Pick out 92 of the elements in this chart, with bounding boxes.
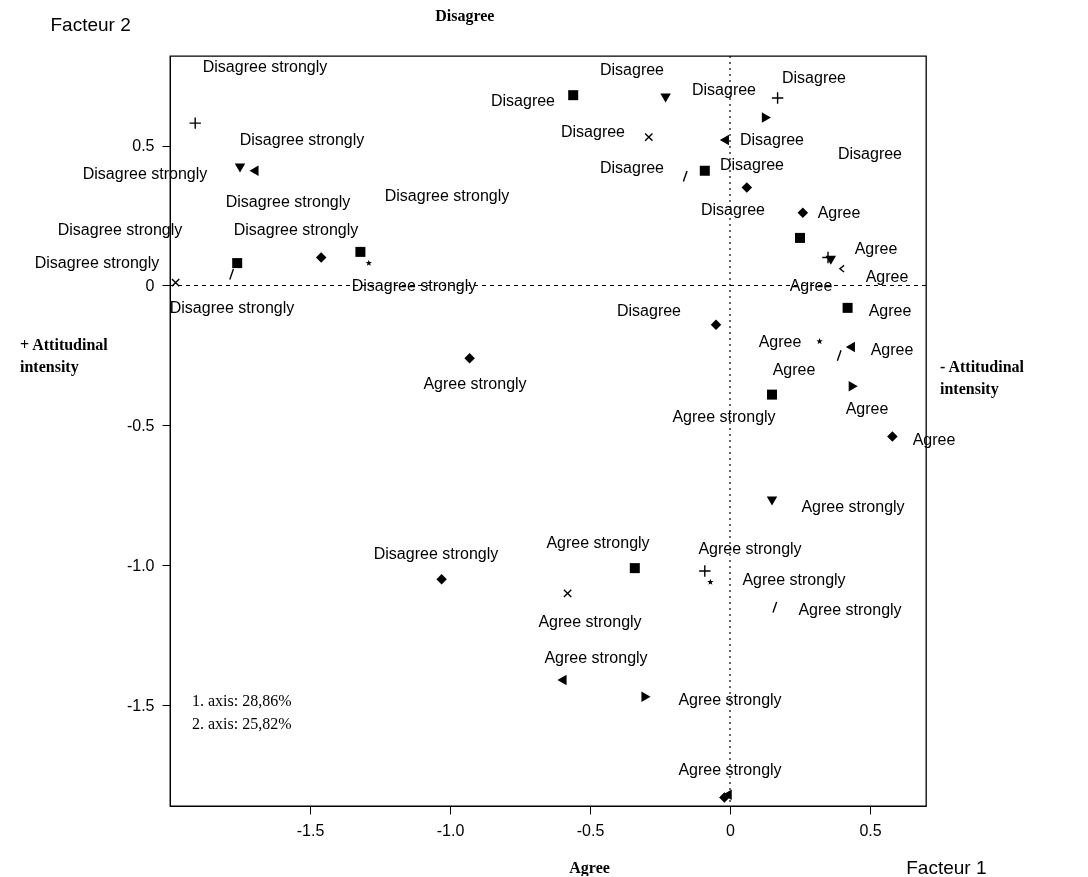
annotation: Agree strongly	[798, 601, 902, 618]
annotation: Agree	[817, 204, 861, 221]
annotation: Agree	[772, 361, 816, 378]
point	[641, 691, 651, 703]
point	[365, 259, 372, 266]
annotation: Agree strongly	[742, 571, 846, 588]
annotation: Disagree strongly	[202, 58, 328, 75]
annotation: Disagree strongly	[384, 187, 510, 204]
annotation: Agree strongly	[698, 540, 802, 557]
point	[842, 302, 853, 313]
annotation: Disagree	[599, 159, 665, 176]
point	[797, 207, 809, 218]
chart-title: Disagree	[435, 7, 495, 25]
annotation: Agree strongly	[672, 408, 776, 425]
annotation: Agree	[789, 277, 833, 294]
annotation: Agree	[854, 240, 898, 257]
point	[767, 389, 777, 400]
point	[464, 352, 475, 364]
annotation: Agree strongly	[678, 691, 782, 708]
annotation: Agree strongly	[678, 761, 782, 778]
point	[887, 431, 898, 442]
annotation: Disagree	[700, 201, 766, 218]
annotation: Disagree strongly	[225, 193, 351, 210]
annotation: Disagree	[599, 61, 665, 78]
point	[563, 588, 572, 598]
x-tick-label: 0.5	[859, 821, 882, 839]
text: - Attitudinal intensity	[940, 358, 1025, 399]
point	[710, 319, 722, 330]
text: Agree	[569, 859, 610, 877]
annotation: Disagree strongly	[351, 277, 477, 294]
annotation: Disagree	[691, 81, 757, 98]
point	[557, 674, 567, 686]
point	[845, 341, 855, 353]
point	[816, 338, 823, 345]
point	[629, 563, 640, 574]
annotation: Disagree	[490, 92, 556, 109]
y-tick-label: 0.5	[132, 137, 155, 155]
x-tick-label: -1.5	[296, 821, 325, 839]
point	[699, 165, 710, 176]
annotation: Agree strongly	[538, 613, 642, 630]
x-axis-title: Facteur 1	[906, 856, 987, 877]
x-tick-label: 0	[726, 821, 736, 839]
point	[707, 578, 714, 585]
point	[698, 564, 712, 578]
point	[766, 496, 778, 506]
point	[232, 258, 243, 269]
annotation: Agree strongly	[423, 375, 527, 392]
y-tick-label: 0	[145, 276, 155, 294]
annotation: Agree strongly	[801, 498, 905, 515]
point	[660, 93, 671, 103]
point	[436, 574, 447, 585]
y-tick-label: -1.0	[126, 556, 155, 574]
point	[249, 165, 259, 176]
x-tick-label: -1.0	[436, 821, 465, 839]
annotation: Disagree	[560, 123, 626, 140]
point	[771, 91, 784, 105]
annotation: Agree	[865, 268, 909, 285]
annotation: Agree	[845, 400, 889, 417]
annotation: Disagree	[616, 302, 682, 319]
annotation: Agree	[758, 333, 802, 350]
point	[848, 380, 858, 392]
annotation: Agree strongly	[544, 649, 648, 666]
point	[741, 182, 753, 193]
x-tick-label: -0.5	[576, 821, 605, 839]
point	[234, 163, 246, 173]
point	[171, 278, 180, 288]
point	[795, 232, 805, 243]
annotation: Agree	[870, 341, 914, 358]
annotation: Disagree	[781, 69, 847, 86]
y-axis-title: Facteur 2	[50, 13, 131, 35]
point	[568, 90, 579, 101]
annotation: Disagree	[719, 156, 785, 173]
point	[719, 134, 729, 146]
annotation: Disagree	[837, 145, 903, 162]
text: + Attitudinal intensity	[20, 335, 109, 376]
point	[355, 246, 366, 257]
annotation: Disagree	[739, 131, 805, 148]
annotation: Agree	[868, 302, 912, 319]
point	[761, 112, 771, 123]
text: Disagree strongly	[34, 254, 160, 271]
annotation: Disagree strongly	[169, 299, 295, 316]
point	[315, 252, 327, 263]
point	[644, 132, 654, 142]
point	[188, 116, 202, 130]
y-tick-label: -1.5	[126, 696, 155, 714]
annotation: Agree strongly	[546, 534, 650, 551]
annotation: 1. axis: 28,86%	[192, 692, 292, 709]
annotation: Disagree strongly	[233, 221, 359, 238]
annotation: 2. axis: 25,82%	[192, 714, 292, 732]
annotation: Disagree strongly	[239, 131, 365, 148]
y-tick-label: -0.5	[126, 416, 155, 434]
annotation: Disagree strongly	[373, 545, 499, 562]
